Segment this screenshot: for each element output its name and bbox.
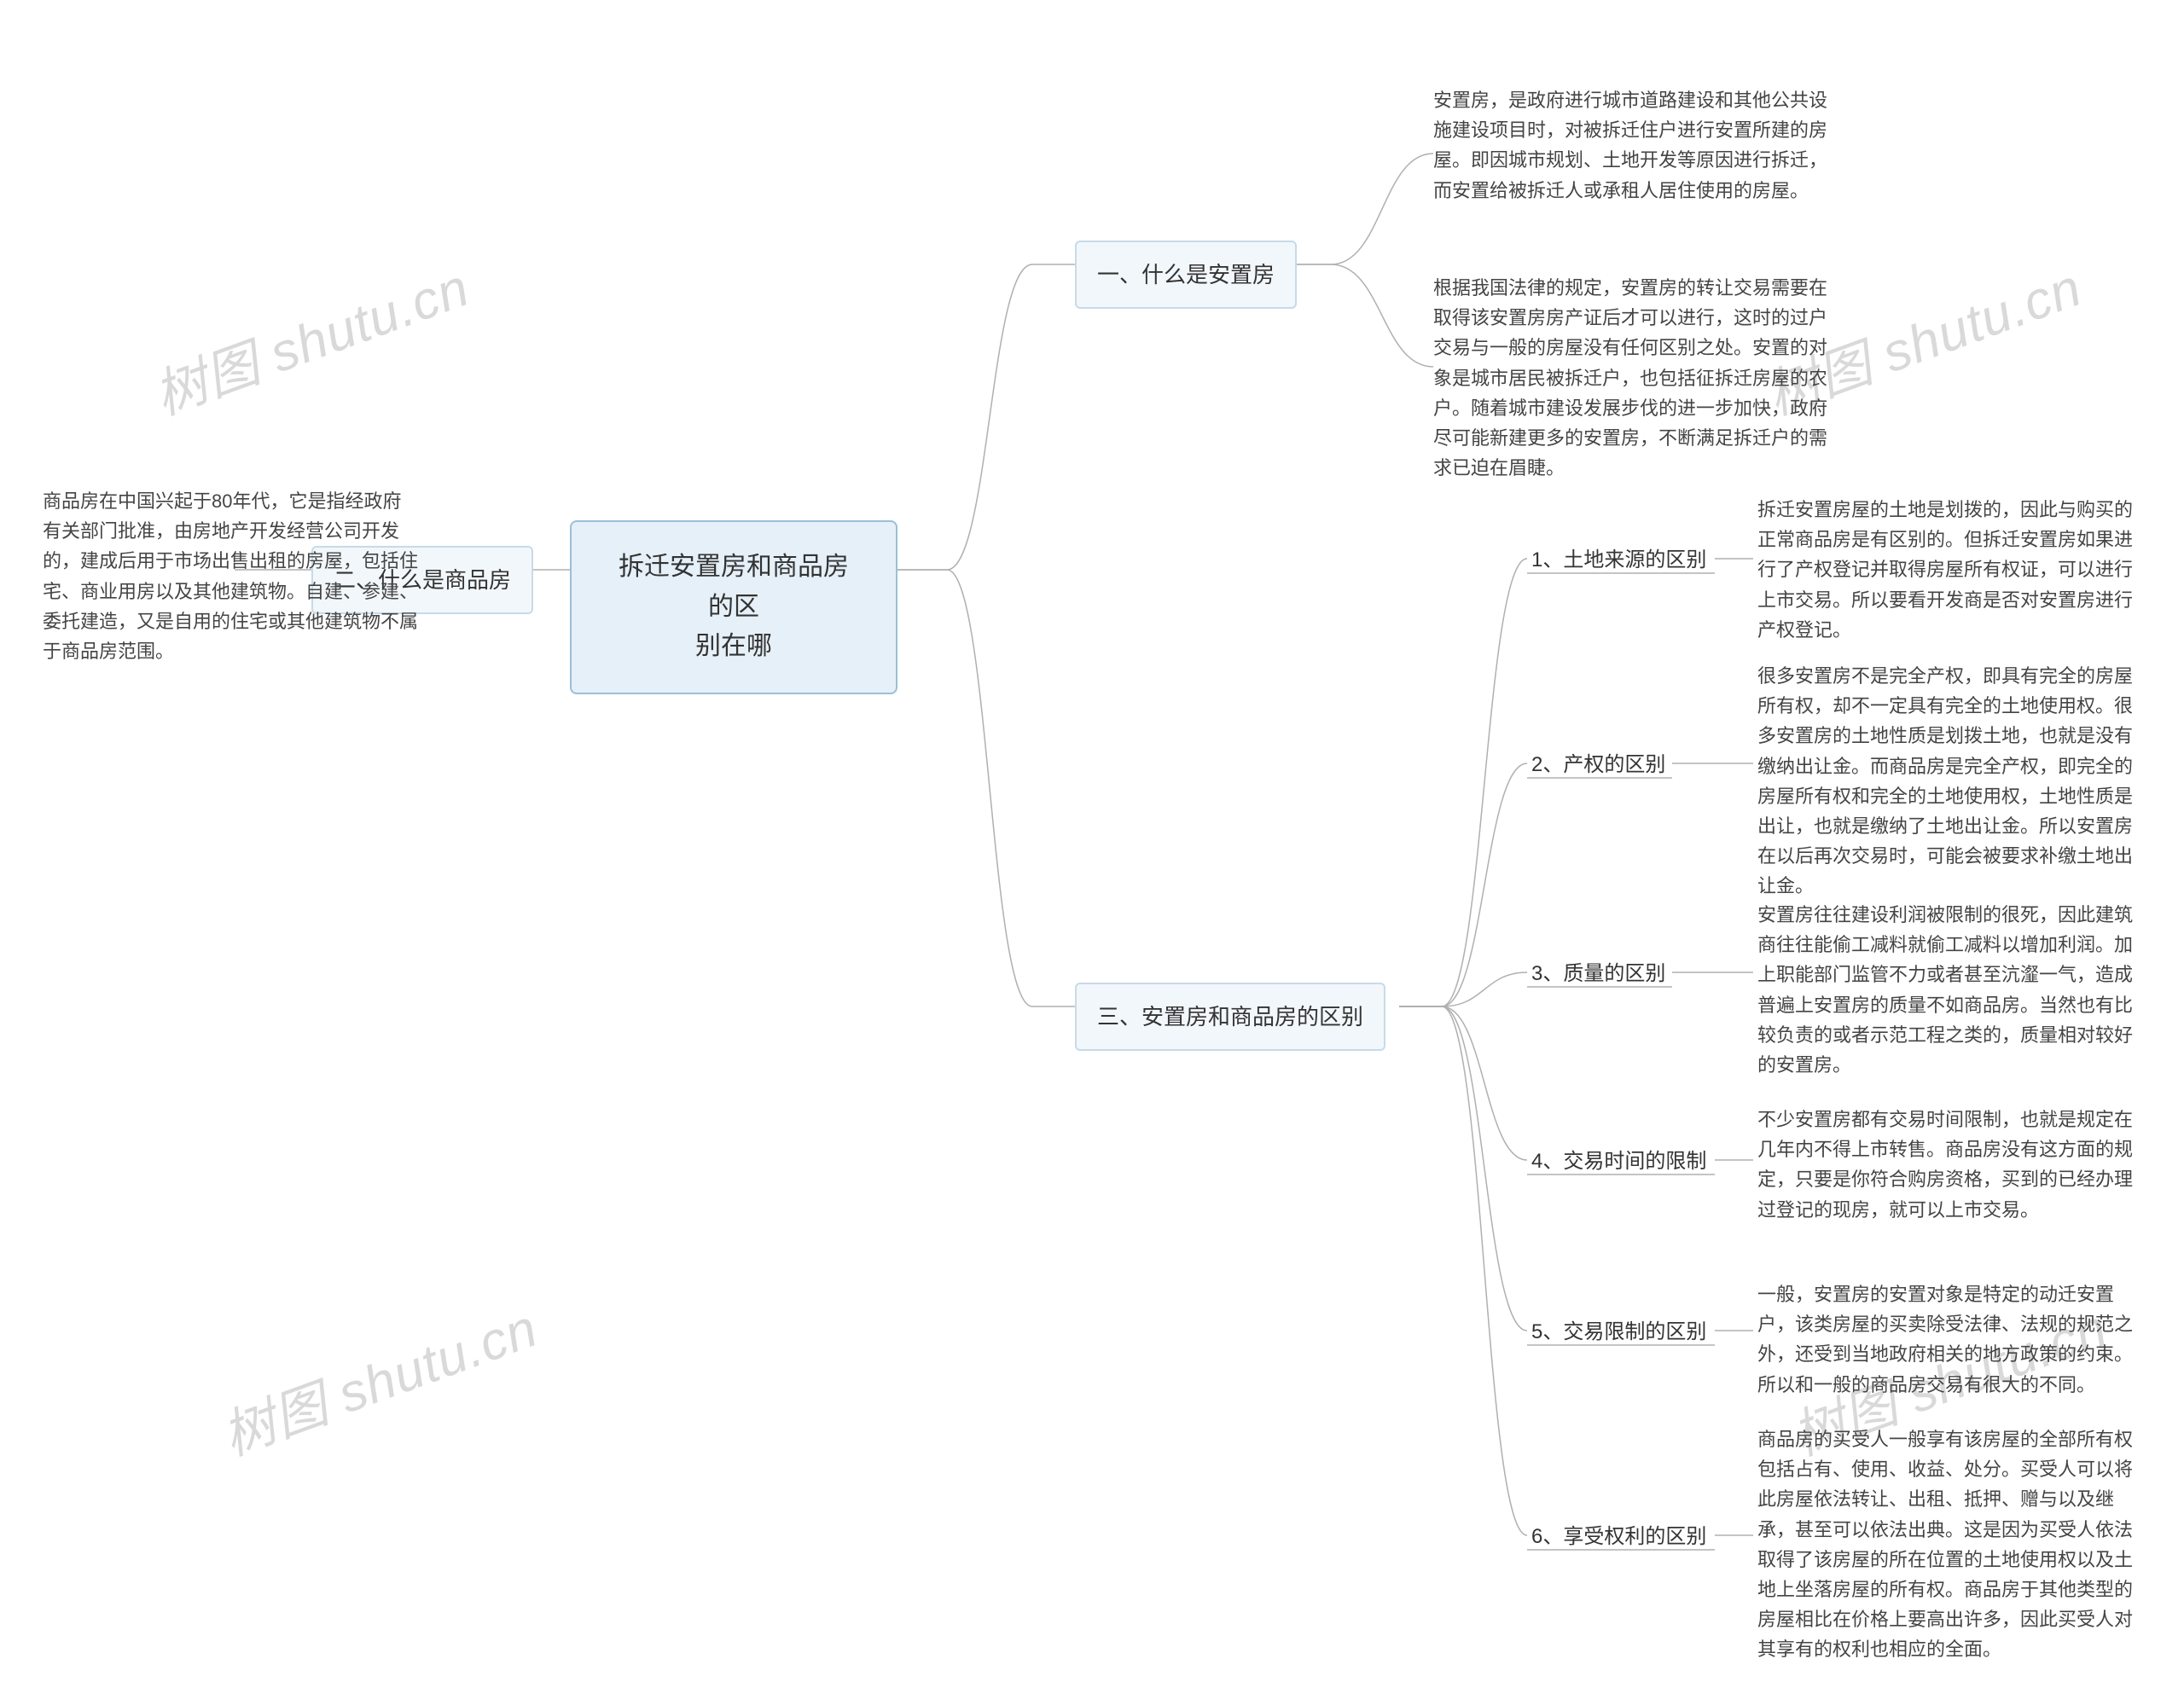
branch-3-label: 三、安置房和商品房的区别 bbox=[1097, 1004, 1363, 1030]
b3-item-5-text: 一般，安置房的安置对象是特定的动迁安置户，该类房屋的买卖除受法律、法规的规范之外… bbox=[1757, 1279, 2150, 1400]
b3-item-4-text: 不少安置房都有交易时间限制，也就是规定在几年内不得上市转售。商品房没有这方面的规… bbox=[1757, 1105, 2150, 1225]
b3-item-6-label: 6、享受权利的区别 bbox=[1531, 1521, 1706, 1552]
watermark: 树图 shutu.cn bbox=[142, 245, 478, 430]
branch-2-text: 商品房在中国兴起于80年代，它是指经政府有关部门批准，由房地产开发经营公司开发的… bbox=[43, 486, 418, 666]
b3-item-5-label: 5、交易限制的区别 bbox=[1531, 1316, 1706, 1348]
b3-item-2-text: 很多安置房不是完全产权，即具有完全的房屋所有权，却不一定具有完全的土地使用权。很… bbox=[1757, 661, 2150, 902]
b3-item-2-label: 2、产权的区别 bbox=[1531, 749, 1665, 780]
b3-item-4-label: 4、交易时间的限制 bbox=[1531, 1146, 1706, 1177]
branch-3: 三、安置房和商品房的区别 bbox=[1075, 983, 1385, 1051]
b3-item-1-text: 拆迁安置房屋的土地是划拨的，因此与购买的正常商品房是有区别的。但拆迁安置房如果进… bbox=[1757, 495, 2150, 645]
root-title-line1: 拆迁安置房和商品房的区 bbox=[611, 548, 857, 627]
branch-1-text-2: 根据我国法律的规定，安置房的转让交易需要在取得该安置房房产证后才可以进行，这时的… bbox=[1433, 273, 1843, 483]
b3-item-3-label: 3、质量的区别 bbox=[1531, 958, 1665, 989]
branch-1-text-1: 安置房，是政府进行城市道路建设和其他公共设施建设项目时，对被拆迁住户进行安置所建… bbox=[1433, 85, 1843, 206]
watermark: 树图 shutu.cn bbox=[210, 1285, 546, 1470]
root-node: 拆迁安置房和商品房的区 别在哪 bbox=[570, 520, 897, 694]
branch-1: 一、什么是安置房 bbox=[1075, 241, 1297, 309]
b3-item-1-label: 1、土地来源的区别 bbox=[1531, 544, 1706, 576]
root-title-line2: 别在哪 bbox=[611, 627, 857, 667]
branch-1-label: 一、什么是安置房 bbox=[1097, 262, 1275, 287]
b3-item-3-text: 安置房往往建设利润被限制的很死，因此建筑商往往能偷工减料就偷工减料以增加利润。加… bbox=[1757, 900, 2150, 1080]
b3-item-6-text: 商品房的买受人一般享有该房屋的全部所有权包括占有、使用、收益、处分。买受人可以将… bbox=[1757, 1424, 2150, 1665]
